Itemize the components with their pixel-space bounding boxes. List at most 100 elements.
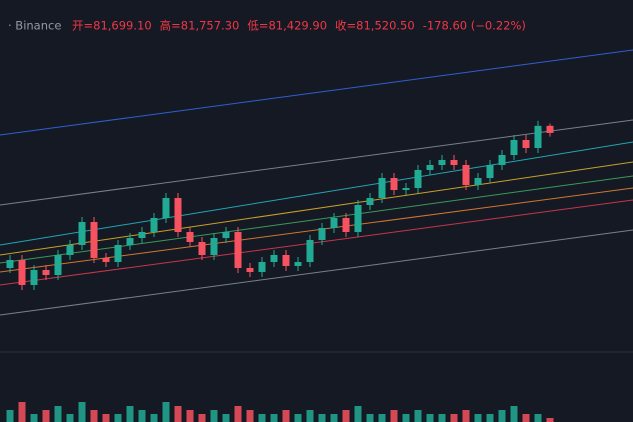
ohlc-legend: 开=81,699.10 高=81,757.30 低=81,429.90 收=81,52… — [72, 19, 526, 33]
volume-bar — [426, 414, 434, 422]
candle-body — [522, 140, 530, 148]
candle-body — [366, 198, 374, 205]
volume-bar — [390, 410, 398, 422]
candle-body — [6, 260, 14, 268]
volume-bar — [402, 414, 410, 422]
volume-bar — [78, 402, 86, 422]
volume-bar — [306, 410, 314, 422]
volume-bar — [6, 410, 14, 422]
candle-body — [450, 160, 458, 165]
volume-bar — [30, 414, 38, 422]
source: · Binance — [8, 19, 61, 33]
volume-bar — [234, 406, 242, 422]
candle-body — [174, 198, 182, 232]
candle-body — [246, 268, 254, 272]
candle-body — [510, 140, 518, 155]
candle-body — [474, 178, 482, 185]
candle-body — [234, 232, 242, 268]
volume-bar — [246, 410, 254, 422]
candle-body — [198, 242, 206, 255]
channel-line — [0, 141, 633, 246]
candle-body — [318, 228, 326, 240]
ohlc-value: 低=81,429.90 — [247, 19, 327, 33]
candle-body — [114, 245, 122, 262]
volume-bar — [42, 410, 50, 422]
candle-body — [294, 262, 302, 266]
volume-bar — [222, 414, 230, 422]
candle-body — [78, 222, 86, 245]
volume-bar — [498, 410, 506, 422]
candle-body — [270, 255, 278, 262]
volume-bar — [90, 410, 98, 422]
volume-bar — [174, 406, 182, 422]
candle-body — [426, 165, 434, 170]
candle-body — [102, 258, 110, 262]
volume-bar — [198, 414, 206, 422]
volume-bar — [318, 414, 326, 422]
candle-body — [138, 232, 146, 238]
volume-bar — [486, 414, 494, 422]
volume-bar — [270, 414, 278, 422]
candle-body — [330, 218, 338, 228]
channel-line — [0, 119, 633, 206]
volume-bar — [126, 406, 134, 422]
volume-bar — [342, 410, 350, 422]
volume-bar — [462, 410, 470, 422]
volume-bar — [66, 414, 74, 422]
volume-bar — [438, 414, 446, 422]
candle-body — [438, 160, 446, 165]
candle-body — [390, 178, 398, 190]
candle-body — [258, 262, 266, 272]
volume-bar — [510, 406, 518, 422]
candle-body — [42, 270, 50, 275]
candle-body — [402, 188, 410, 190]
candle-body — [210, 238, 218, 255]
channel-lines — [0, 49, 633, 316]
candle-body — [162, 198, 170, 218]
volume-bar — [534, 414, 542, 422]
candle-body — [90, 222, 98, 258]
volume-bar — [150, 414, 158, 422]
volume-bar — [366, 414, 374, 422]
volume-bar — [210, 410, 218, 422]
channel-line — [0, 175, 633, 264]
ohlc-value: 高=81,757.30 — [160, 19, 240, 33]
candle-body — [498, 155, 506, 165]
channel-line — [0, 49, 633, 136]
channel-line — [0, 161, 633, 256]
volume-bar — [54, 406, 62, 422]
candle-body — [282, 255, 290, 266]
volume-bar — [378, 414, 386, 422]
volume-bar — [450, 414, 458, 422]
candle-body — [66, 245, 74, 255]
volume-bar — [114, 414, 122, 422]
volume-bar — [330, 414, 338, 422]
channel-line — [0, 229, 633, 316]
volume-bar — [162, 402, 170, 422]
candle-body — [54, 255, 62, 275]
volume-bar — [102, 414, 110, 422]
volume-bar — [522, 414, 530, 422]
candle-body — [18, 260, 26, 285]
candle-body — [378, 178, 386, 198]
candle-body — [222, 232, 230, 238]
volume-bar — [258, 414, 266, 422]
volume-bar — [546, 418, 554, 422]
candle-body — [486, 165, 494, 178]
candle-body — [186, 232, 194, 242]
volume-bar — [138, 410, 146, 422]
candle-body — [462, 165, 470, 185]
candle-body — [354, 205, 362, 232]
candle-body — [126, 238, 134, 245]
candle-body — [306, 240, 314, 262]
volume-bar — [474, 414, 482, 422]
channel-line — [0, 199, 633, 286]
volume-bar — [294, 414, 302, 422]
volume-bar — [186, 410, 194, 422]
candle-body — [150, 218, 158, 232]
ohlc-value: 开=81,699.10 — [72, 19, 152, 33]
candle-body — [546, 125, 554, 133]
candle-body — [30, 270, 38, 285]
